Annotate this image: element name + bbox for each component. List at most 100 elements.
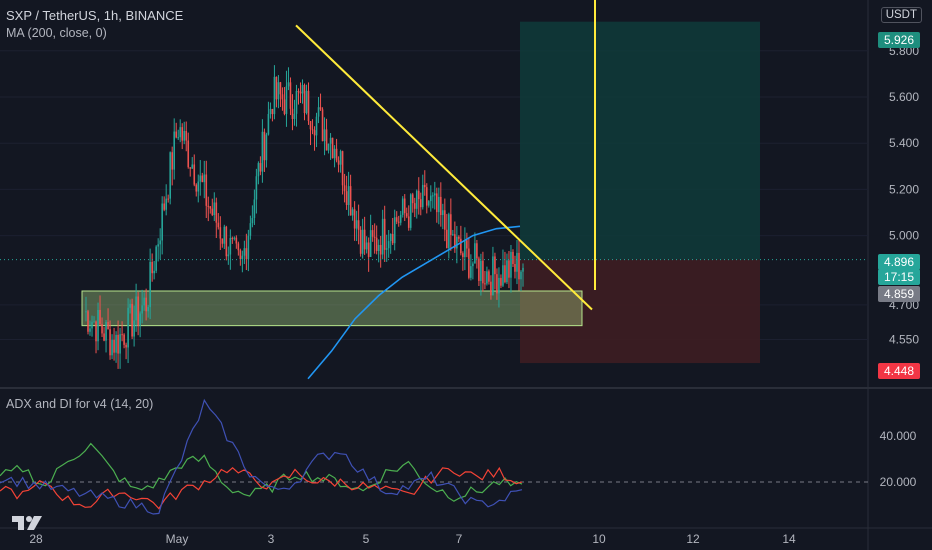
candle-body — [460, 238, 462, 254]
stop-price-tag: 4.448 — [877, 363, 920, 379]
candle-body — [353, 209, 356, 229]
entry-price-tag: 4.859 — [877, 286, 920, 302]
candle-body — [377, 244, 380, 251]
adx-legend[interactable]: ADX and DI for v4 (14, 20) — [6, 397, 154, 411]
candle-body — [365, 242, 368, 250]
time-tick-label: 12 — [686, 532, 700, 546]
candle-body — [289, 82, 292, 109]
candle-body — [522, 267, 524, 272]
candle-body — [425, 187, 428, 206]
candle-body — [215, 202, 218, 223]
candle-body — [303, 84, 306, 114]
candle-body — [520, 271, 522, 280]
candle-body — [442, 210, 444, 216]
time-tick-label: 3 — [268, 532, 275, 546]
candle-body — [395, 217, 398, 222]
candle-body — [95, 321, 97, 342]
price-tick-label: 5.000 — [889, 229, 919, 243]
candle-body — [450, 214, 452, 235]
candle-body — [213, 202, 216, 216]
candle-body — [329, 137, 332, 144]
ma-legend[interactable]: MA (200, close, 0) — [6, 26, 107, 40]
candle-body — [299, 91, 302, 94]
currency-button[interactable]: USDT — [880, 7, 922, 23]
candle-body — [147, 307, 149, 312]
candle-body — [478, 258, 480, 281]
candle-body — [317, 107, 320, 117]
candle-body — [269, 108, 272, 114]
candle-body — [201, 175, 204, 183]
candle-body — [153, 270, 155, 274]
candle-body — [349, 186, 352, 216]
candle-body — [371, 230, 374, 237]
candle-body — [167, 198, 169, 200]
candle-body — [277, 82, 280, 100]
candle-body — [458, 236, 460, 239]
candle-body — [466, 240, 468, 249]
candle-body — [419, 199, 422, 208]
candle-body — [403, 198, 406, 214]
candle-body — [261, 131, 264, 172]
candle-body — [309, 121, 312, 130]
price-tick-label: 5.200 — [889, 182, 919, 196]
candle-body — [151, 261, 153, 274]
candle-body — [177, 137, 180, 139]
candle-body — [143, 297, 145, 306]
candle-body — [155, 246, 157, 271]
candle-body — [484, 283, 486, 285]
symbol-legend[interactable]: SXP / TetherUS, 1h, BINANCE — [6, 8, 184, 23]
adx-series-line-1 — [0, 466, 523, 510]
candle-body — [189, 167, 192, 169]
candle-body — [498, 277, 500, 294]
candle-body — [333, 148, 336, 159]
adx-tick-label: 20.000 — [880, 475, 917, 489]
candle-body — [307, 90, 310, 122]
candle-body — [219, 227, 222, 239]
candle-body — [385, 248, 388, 250]
candle-body — [243, 248, 246, 256]
candle-body — [187, 140, 190, 168]
candle-body — [89, 328, 91, 332]
candle-body — [163, 203, 165, 210]
descending-trendline — [295, 24, 593, 311]
candle-body — [405, 213, 408, 217]
candle-body — [472, 263, 474, 267]
candle-body — [135, 296, 137, 321]
candle-body — [351, 209, 354, 216]
candle-body — [267, 113, 270, 135]
candle-body — [145, 297, 147, 312]
candle-body — [323, 129, 326, 142]
candle-body — [139, 313, 141, 326]
countdown-tag: 17:15 — [877, 269, 920, 285]
candle-body — [183, 130, 186, 141]
candle-body — [363, 229, 366, 250]
candle-body — [315, 116, 318, 136]
candle-body — [127, 307, 129, 348]
candle-body — [291, 108, 294, 120]
candle-body — [504, 265, 506, 283]
price-tick-label: 5.400 — [889, 136, 919, 150]
candle-body — [357, 220, 360, 230]
candle-body — [347, 186, 350, 206]
candle-body — [161, 203, 163, 241]
candle-body — [295, 91, 298, 114]
candle-body — [436, 193, 438, 213]
candle-body — [373, 236, 376, 238]
candle-body — [327, 143, 330, 151]
candle-body — [225, 226, 228, 257]
tradingview-logo-icon[interactable] — [10, 512, 44, 534]
candle-body — [99, 309, 101, 325]
time-tick-label: 10 — [592, 532, 606, 546]
candle-body — [369, 230, 372, 257]
candle-body — [203, 174, 206, 183]
candle-body — [397, 221, 400, 223]
candle-body — [423, 184, 426, 188]
candle-body — [496, 274, 498, 294]
candle-body — [159, 240, 161, 245]
candle-body — [343, 185, 346, 192]
candle-body — [129, 303, 131, 308]
candle-body — [429, 195, 432, 202]
candle-body — [233, 237, 236, 239]
candle-body — [339, 151, 342, 165]
